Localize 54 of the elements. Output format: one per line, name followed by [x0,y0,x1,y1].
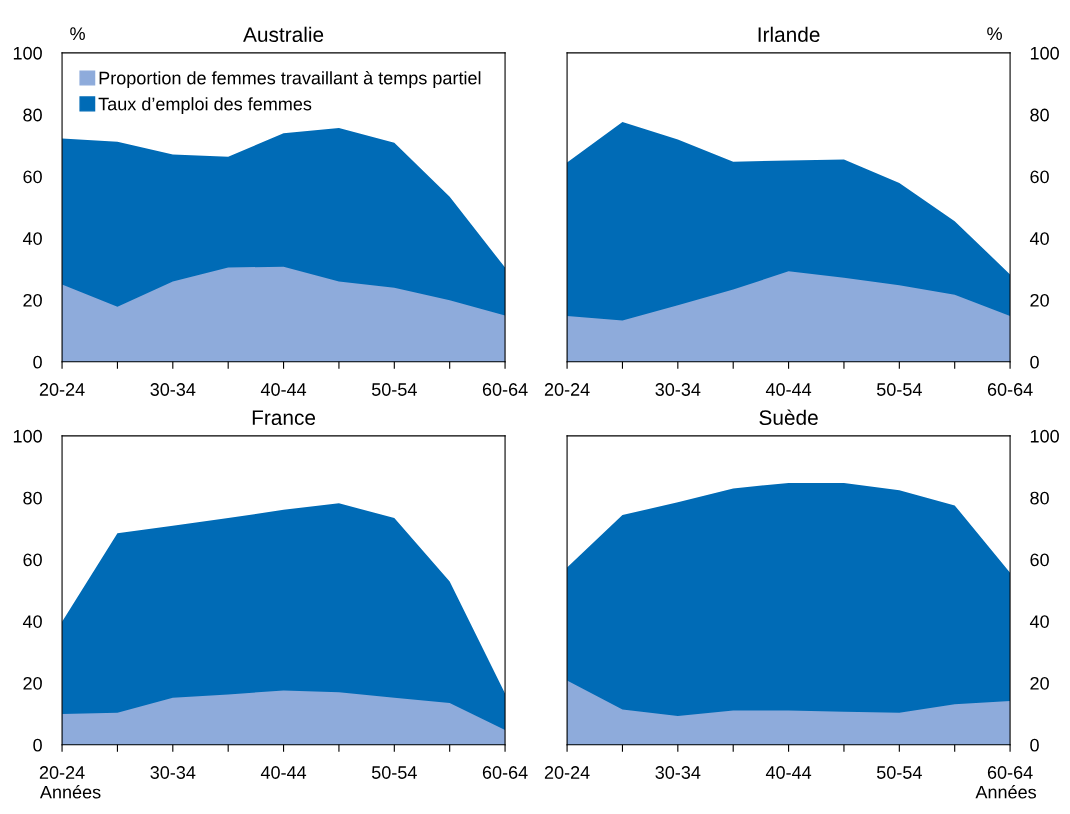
y-tick-label: 80 [23,491,42,505]
x-tick-label: 60-64 [482,383,528,396]
x-tick-label: 20-24 [544,383,590,396]
x-tick-label: 60-64 [482,766,528,779]
y2-tick-label: 0 [1030,355,1039,369]
x-tick-label: 50-54 [371,383,417,396]
y-tick-label: 20 [23,293,42,307]
legend-label: Proportion de femmes travaillant à temps partiel [99,70,481,89]
y-tick-label: 40 [22,615,42,628]
y-tick-label: 0 [33,355,42,369]
x-tick-label: 20-24 [39,383,85,396]
x-tick-label: 40-44 [260,766,307,779]
legend-label: Taux d’emploi des femmes [98,97,312,114]
y2-tick-label: 20 [1030,293,1049,307]
y2-tick-label: 100 [1030,429,1059,443]
x-tick-label: 50-54 [876,383,922,396]
y-tick-label: 60 [23,170,42,184]
x-tick-label: 50-54 [876,766,922,779]
y-tick-label: 100 [13,429,42,443]
x-tick-label: 40-44 [765,383,812,396]
x-tick-label: 40-44 [260,383,307,396]
y-tick-label: 60 [23,553,42,567]
x-axis-title: Années [39,785,101,799]
x-tick-label: 50-54 [371,766,417,779]
x-tick-label: 20-24 [39,766,85,779]
y2-tick-label: 60 [1030,170,1049,184]
text: % [987,27,1002,40]
y2-tick-label: 60 [1030,553,1049,567]
y2-tick-label: 100 [1030,46,1059,60]
x-tick-label: 30-34 [150,383,196,396]
x-tick-label: 30-34 [655,766,701,779]
x-axis-title: Années [975,785,1037,799]
y2-tick-label: 80 [1030,491,1049,505]
y2-tick-label: 40 [1029,232,1049,245]
y-tick-label: 40 [22,232,42,245]
y2-tick-label: 40 [1029,615,1049,628]
y-tick-label: 20 [23,676,42,690]
chart-title: Irlande [758,26,820,42]
chart-title: France [252,410,316,426]
x-tick-label: 20-24 [544,766,590,779]
text: % [70,27,85,40]
y-tick-label: 0 [33,738,42,752]
x-tick-label: 60-64 [987,383,1033,396]
chart-title: Suède [759,409,818,426]
y-tick-label: 80 [23,108,42,122]
x-tick-label: 60-64 [987,766,1033,779]
y2-tick-label: 0 [1030,738,1039,752]
y2-tick-label: 20 [1030,676,1049,690]
chart-title: Australie [243,26,324,42]
y2-tick-label: 80 [1030,108,1049,122]
y-tick-label: 100 [13,46,42,60]
x-tick-label: 30-34 [150,766,196,779]
x-tick-label: 40-44 [765,766,812,779]
x-tick-label: 30-34 [655,383,701,396]
